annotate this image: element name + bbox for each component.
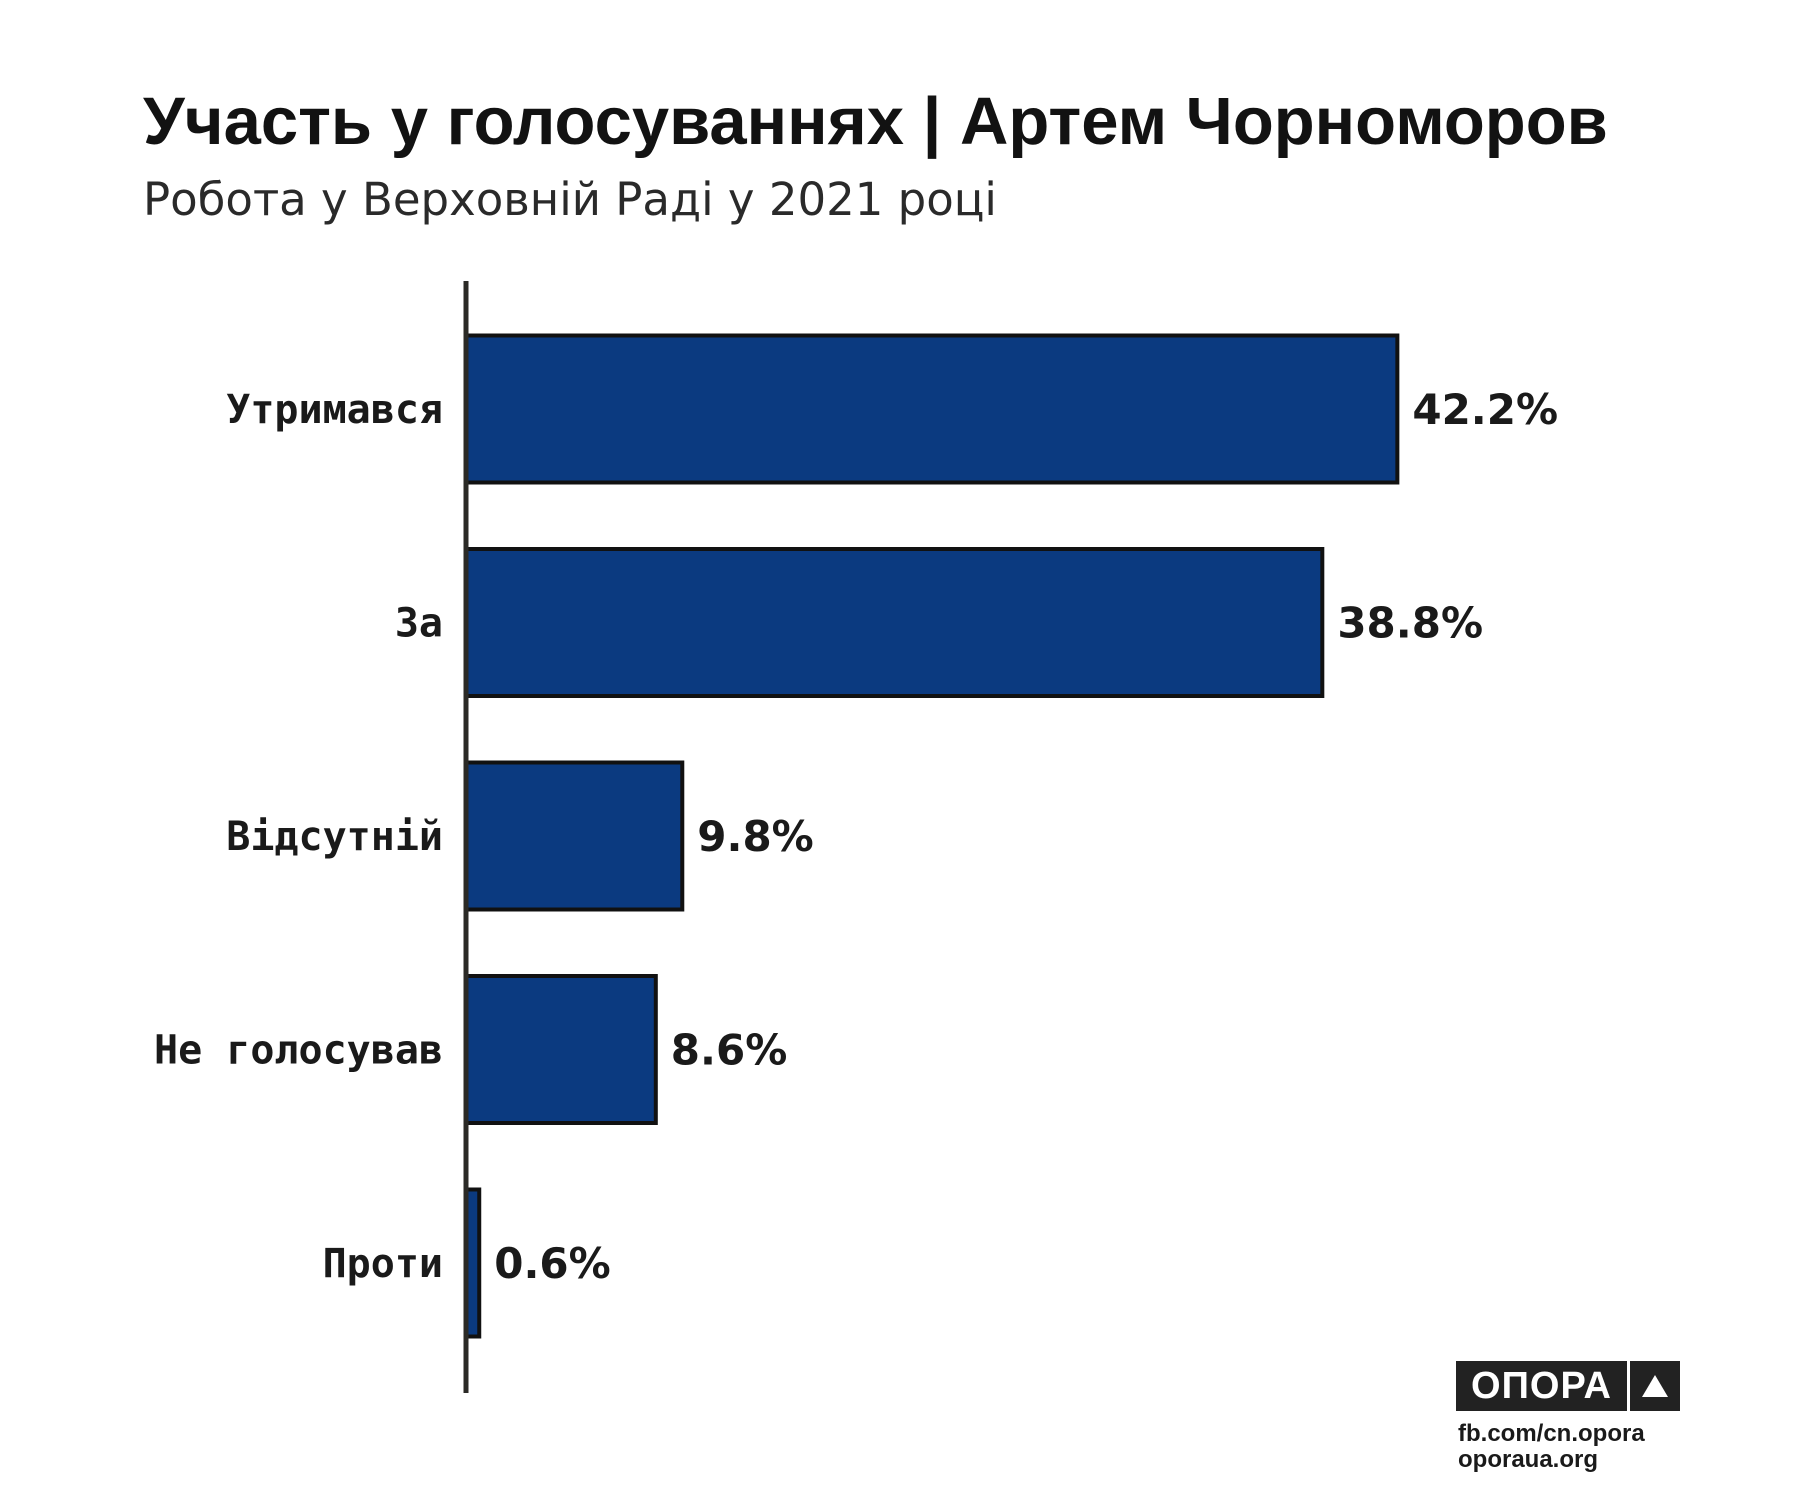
value-label: 38.8%: [1337, 599, 1483, 648]
logo-divider: [1627, 1361, 1630, 1411]
chart-subtitle: Робота у Верховній Раді у 2021 році: [143, 173, 997, 226]
bar: [464, 974, 658, 1125]
category-label: Не голосував: [154, 1028, 443, 1074]
value-label: 9.8%: [697, 812, 813, 861]
value-label: 0.6%: [494, 1239, 610, 1288]
category-label: Відсутній: [226, 814, 443, 860]
category-label: Утримався: [226, 387, 443, 433]
bar: [464, 333, 1400, 485]
opora-logo: ОПОРА: [1456, 1361, 1680, 1411]
facebook-link[interactable]: fb.com/cn.opora: [1458, 1420, 1645, 1447]
value-label: 42.2%: [1412, 385, 1558, 434]
logo-wordmark: ОПОРА: [1471, 1365, 1612, 1407]
category-label: За: [395, 601, 443, 647]
value-label: 8.6%: [671, 1026, 787, 1075]
bar: [464, 547, 1325, 698]
category-label: Проти: [323, 1241, 443, 1287]
website-link[interactable]: oporaua.org: [1458, 1446, 1599, 1473]
bar: [464, 760, 685, 912]
chart-title: Участь у голосуваннях | Артем Чорноморов: [143, 84, 1608, 159]
triangle-icon: [1630, 1361, 1680, 1411]
